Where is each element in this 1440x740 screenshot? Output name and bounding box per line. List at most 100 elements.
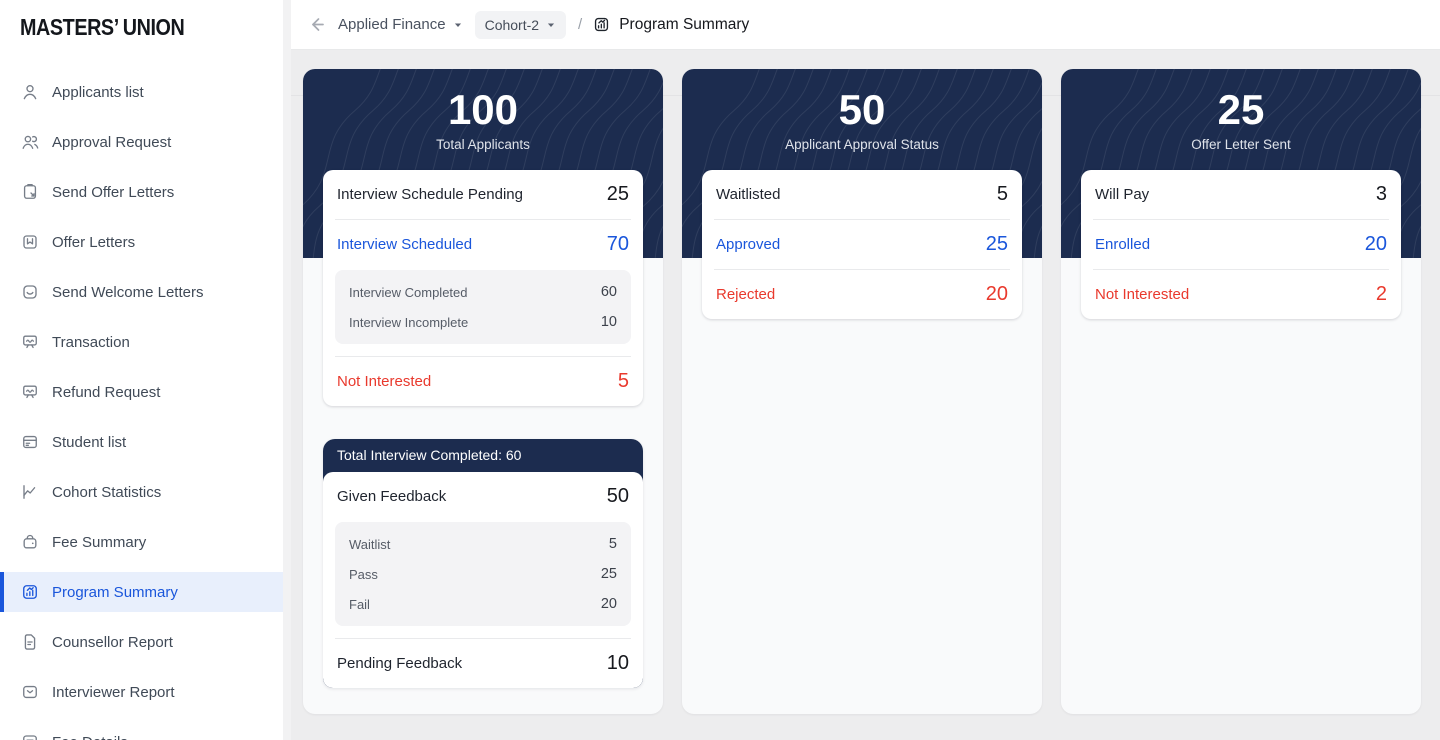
stat-label: Fail [349,596,370,612]
user-icon [23,85,37,100]
stat-row: Will Pay 3 [1081,170,1401,219]
offer-letter-sent-card: 25 Offer Letter Sent Will Pay 3 [1061,69,1421,714]
card-body: Will Pay 3 Enrolled 20 Not Interested [1061,69,1421,319]
presentation-wave-icon [23,335,37,349]
stat-label: Waitlisted [716,186,781,203]
stat-row: Rejected 20 [702,270,1022,319]
summary-cards: 100 Total Applicants Interview Schedule … [303,69,1423,714]
presentation-wave-icon [23,385,37,399]
interview-completed-panel: Total Interview Completed: 60 Given Feed… [323,439,643,688]
sidebar-item-applicants-list[interactable]: Applicants list [0,67,283,117]
chevron-down-icon [453,20,463,30]
sidebar-item-approval-request[interactable]: Approval Request [0,117,283,167]
sidebar-item-label: Approval Request [52,133,172,151]
stat-label: Pass [349,566,378,582]
stat-value: 5 [617,370,629,392]
card-subtitle: Offer Letter Sent [1191,137,1291,153]
panel-body: Given Feedback 50 Waitlist 5 Pa [323,472,643,688]
sidebar-item-fee-details[interactable]: Fee Details [0,717,283,740]
main-area: Applied Finance Cohort-2 / Program Summa… [291,0,1440,740]
document-icon [24,634,36,650]
sidebar-item-label: Fee Summary [52,533,147,551]
sidebar-nav: Applicants list Approval Request Send Of… [0,67,283,740]
offer-letter-sent-count: 25 [1217,86,1265,133]
sidebar-item-counsellor-report[interactable]: Counsellor Report [0,617,283,667]
sub-stat-row: Interview Incomplete 10 [335,307,631,337]
stat-label: Interview Incomplete [349,314,469,330]
sidebar-item-label: Send Welcome Letters [52,283,204,301]
stat-value: 5 [996,183,1008,205]
card-icon [23,735,37,740]
back-arrow-icon [311,18,324,31]
stat-label: Approved [716,236,781,253]
sidebar-item-label: Cohort Statistics [52,483,162,501]
sidebar-item-fee-summary[interactable]: Fee Summary [0,517,283,567]
total-applicants-card: 100 Total Applicants Interview Schedule … [303,69,663,714]
program-dropdown[interactable]: Applied Finance [338,16,463,33]
stat-label: Interview Completed [349,284,468,300]
card-body: Waitlisted 5 Approved 25 Rejected [682,69,1042,319]
smile-card-icon [23,285,37,299]
sidebar-item-program-summary[interactable]: Program Summary [0,567,283,617]
stat-row: Not Interested 5 [323,357,643,406]
stat-value: 25 [985,233,1008,255]
cohort-dropdown[interactable]: Cohort-2 [474,10,567,39]
stat-label: Not Interested [337,373,432,390]
divider [335,356,631,357]
stat-value: 20 [1364,233,1387,255]
stat-row: Waitlisted 5 [702,170,1022,219]
clipboard-send-icon [23,184,37,199]
sidebar-item-transaction[interactable]: Transaction [0,317,283,367]
card-subtitle: Total Applicants [436,137,530,153]
sidebar-item-label: Student list [52,433,127,451]
sub-stats: Waitlist 5 Pass 25 Fail [335,522,631,626]
sidebar-item-label: Fee Details [52,734,128,740]
breadcrumb-current-page: Program Summary [592,15,749,34]
sidebar-item-refund-request[interactable]: Refund Request [0,367,283,417]
bookmark-card-icon [23,235,37,249]
panel-header: Total Interview Completed: 60 [337,447,522,463]
approval-panel: Waitlisted 5 Approved 25 Rejected [702,170,1022,319]
stat-value: 25 [606,183,629,205]
sub-stat-row: Waitlist 5 [335,529,631,559]
back-button[interactable] [304,12,330,38]
sidebar: MASTERS’ UNION Applicants list Approval … [0,0,283,740]
content-area: 100 Total Applicants Interview Schedule … [291,50,1440,740]
divider [714,269,1010,270]
stat-value: 10 [606,652,629,674]
stat-label: Pending Feedback [337,655,463,672]
sidebar-item-label: Refund Request [52,383,161,401]
stat-row: Enrolled 20 [1081,220,1401,269]
bar-chart-square-icon [592,15,611,34]
sub-stat-row: Fail 20 [335,589,631,619]
stat-value: 10 [600,314,617,330]
stat-label: Waitlist [349,536,391,552]
stat-row: Given Feedback 50 [323,472,643,521]
stat-value: 50 [606,485,629,507]
stat-value: 25 [600,566,617,582]
sub-stat-row: Pass 25 [335,559,631,589]
sidebar-item-offer-letters[interactable]: Offer Letters [0,217,283,267]
offer-panel: Will Pay 3 Enrolled 20 Not Interested [1081,170,1401,319]
sidebar-scrollbar[interactable] [283,0,291,740]
sidebar-item-send-offer-letters[interactable]: Send Offer Letters [0,167,283,217]
sidebar-item-student-list[interactable]: Student list [0,417,283,467]
stat-row: Interview Schedule Pending 25 [323,170,643,219]
stat-label: Given Feedback [337,488,447,505]
divider [1093,219,1389,220]
sidebar-item-label: Offer Letters [52,233,136,251]
divider [1093,269,1389,270]
sidebar-item-cohort-statistics[interactable]: Cohort Statistics [0,467,283,517]
sidebar-item-interviewer-report[interactable]: Interviewer Report [0,667,283,717]
card-subtitle: Applicant Approval Status [785,137,939,153]
brand-logo: MASTERS’ UNION [20,14,185,40]
total-applicants-count: 100 [447,86,519,133]
stat-label: Not Interested [1095,286,1190,303]
stat-label: Rejected [716,286,776,303]
stat-label: Will Pay [1095,186,1150,203]
sub-stat-row: Interview Completed 60 [335,277,631,307]
sidebar-item-send-welcome-letters[interactable]: Send Welcome Letters [0,267,283,317]
stat-value: 3 [1375,183,1387,205]
list-card-icon [23,435,37,449]
